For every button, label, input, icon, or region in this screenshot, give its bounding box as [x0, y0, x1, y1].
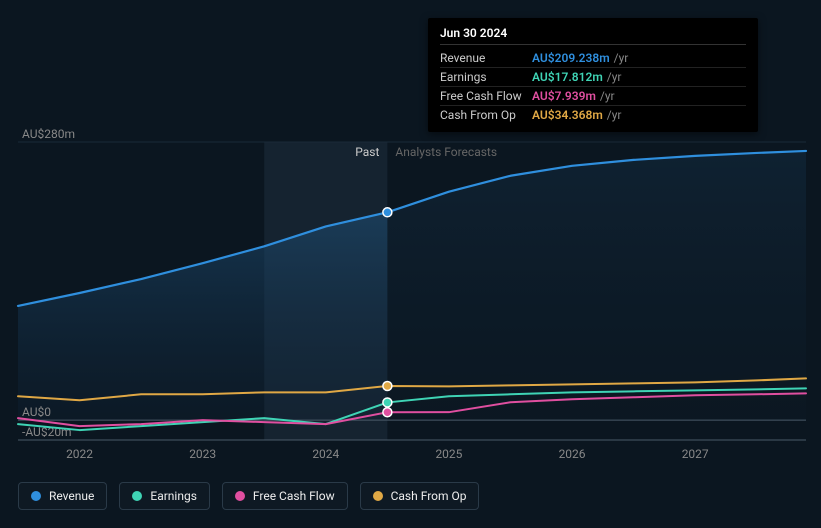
tooltip-unit: /yr [600, 89, 615, 103]
chart-tooltip: Jun 30 2024 RevenueAU$209.238m/yrEarning… [428, 18, 758, 132]
tooltip-unit: /yr [607, 70, 622, 84]
legend-swatch [373, 491, 383, 501]
revenue-area-past [18, 212, 387, 420]
tooltip-unit: /yr [607, 108, 622, 122]
y-axis-label: AU$0 [22, 405, 51, 419]
legend-swatch [31, 491, 41, 501]
marker-revenue [383, 208, 392, 217]
tooltip-unit: /yr [614, 51, 629, 65]
section-label-past: Past [355, 145, 379, 159]
tooltip-value: AU$7.939m [532, 89, 596, 103]
tooltip-row: Free Cash FlowAU$7.939m/yr [440, 87, 746, 106]
legend-item[interactable]: Revenue [18, 482, 107, 510]
tooltip-row: RevenueAU$209.238m/yr [440, 49, 746, 68]
tooltip-row: Cash From OpAU$34.368m/yr [440, 106, 746, 124]
legend-item[interactable]: Earnings [119, 482, 210, 510]
x-axis-label: 2023 [189, 447, 216, 461]
tooltip-value: AU$34.368m [532, 108, 603, 122]
marker-cfo [383, 381, 392, 390]
legend-item[interactable]: Free Cash Flow [222, 482, 348, 510]
x-axis-label: 2027 [682, 447, 709, 461]
tooltip-value: AU$17.812m [532, 70, 603, 84]
x-axis-label: 2025 [435, 447, 462, 461]
tooltip-label: Earnings [440, 70, 530, 84]
x-axis-label: 2022 [66, 447, 93, 461]
chart-wrapper: -AU$20mAU$0AU$280m2022202320242025202620… [0, 0, 821, 524]
tooltip-date: Jun 30 2024 [440, 26, 746, 45]
chart-legend: Revenue Earnings Free Cash Flow Cash From O… [18, 482, 479, 510]
legend-item[interactable]: Cash From Op [360, 482, 480, 510]
section-label-forecast: Analysts Forecasts [395, 145, 497, 159]
marker-earnings [383, 398, 392, 407]
y-axis-label: AU$280m [22, 127, 75, 141]
legend-label: Free Cash Flow [253, 489, 335, 503]
tooltip-value: AU$209.238m [532, 51, 610, 65]
x-axis-label: 2026 [559, 447, 586, 461]
tooltip-label: Free Cash Flow [440, 89, 530, 103]
x-axis-label: 2024 [312, 447, 339, 461]
tooltip-row: EarningsAU$17.812m/yr [440, 68, 746, 87]
legend-label: Revenue [49, 489, 94, 503]
legend-swatch [132, 491, 142, 501]
legend-swatch [235, 491, 245, 501]
marker-fcf [383, 408, 392, 417]
legend-label: Earnings [150, 489, 197, 503]
tooltip-label: Revenue [440, 51, 530, 65]
tooltip-label: Cash From Op [440, 108, 530, 122]
legend-label: Cash From Op [391, 489, 467, 503]
